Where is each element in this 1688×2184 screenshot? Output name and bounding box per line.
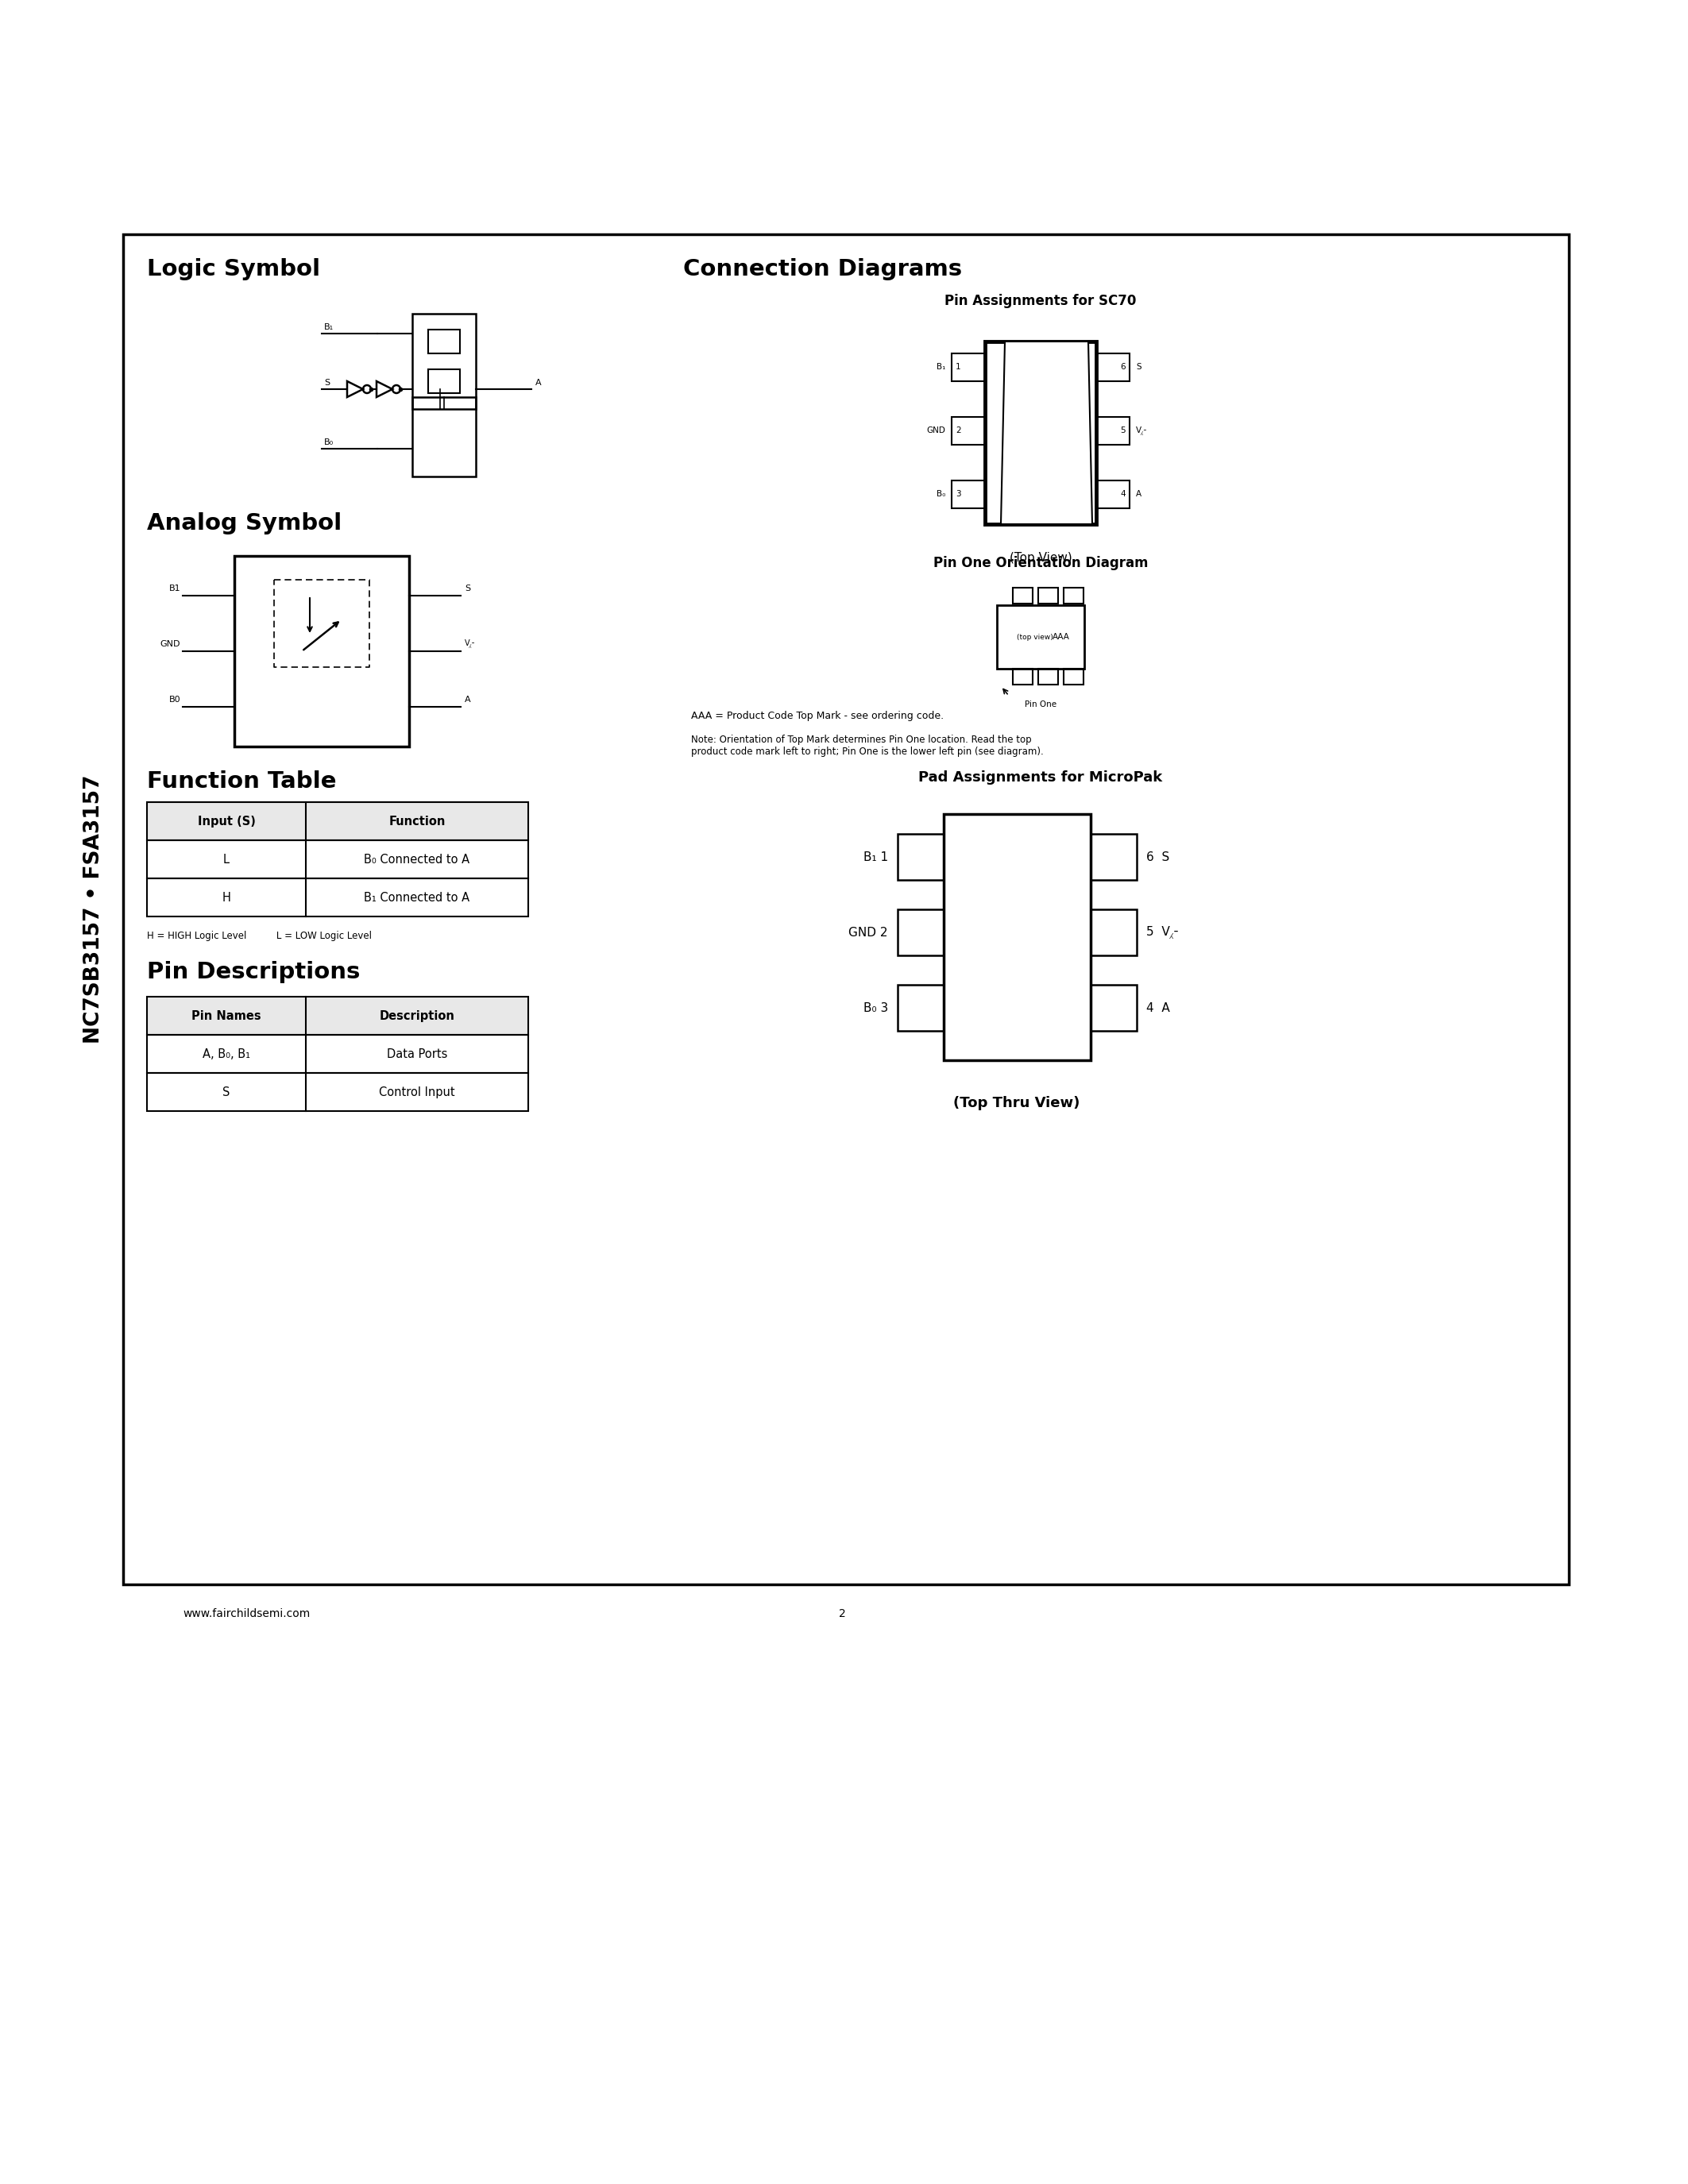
- Text: 5: 5: [1121, 426, 1126, 435]
- Text: 2: 2: [955, 426, 960, 435]
- Text: Description: Description: [380, 1009, 454, 1022]
- Bar: [944, 815, 1090, 1059]
- Text: 4  A: 4 A: [1146, 1002, 1170, 1013]
- Text: Analog Symbol: Analog Symbol: [147, 513, 341, 535]
- Bar: [1096, 417, 1129, 446]
- Bar: [898, 985, 944, 1031]
- Text: (Top View): (Top View): [1009, 553, 1072, 563]
- Bar: [1096, 354, 1129, 382]
- Text: B₀: B₀: [937, 489, 945, 498]
- Text: Connection Diagrams: Connection Diagrams: [684, 258, 962, 280]
- Bar: [898, 909, 944, 954]
- Text: Logic Symbol: Logic Symbol: [147, 258, 321, 280]
- Text: H: H: [223, 891, 231, 904]
- Text: B₀: B₀: [324, 439, 334, 446]
- Text: A: A: [535, 378, 542, 387]
- Bar: [412, 397, 476, 476]
- Text: (Top Thru View): (Top Thru View): [954, 1096, 1080, 1109]
- Bar: [952, 417, 986, 446]
- Bar: [1038, 668, 1058, 684]
- Bar: [429, 369, 459, 393]
- Bar: [986, 341, 1096, 524]
- Text: 2: 2: [839, 1607, 846, 1618]
- Text: Pin Descriptions: Pin Descriptions: [147, 961, 360, 983]
- Text: AAA = Product Code Top Mark - see ordering code.: AAA = Product Code Top Mark - see orderi…: [690, 710, 944, 721]
- Text: A: A: [1136, 489, 1141, 498]
- Text: A: A: [464, 697, 471, 703]
- Text: Pad Assignments for MicroPak: Pad Assignments for MicroPak: [918, 771, 1163, 784]
- Bar: [1063, 668, 1084, 684]
- Text: AAA: AAA: [1053, 633, 1070, 640]
- Text: 4: 4: [1121, 489, 1126, 498]
- Bar: [147, 1035, 528, 1072]
- Text: B₁: B₁: [937, 363, 945, 371]
- Text: S: S: [324, 378, 329, 387]
- Text: Function Table: Function Table: [147, 771, 336, 793]
- Text: H = HIGH Logic Level          L = LOW Logic Level: H = HIGH Logic Level L = LOW Logic Level: [147, 930, 371, 941]
- Text: B₁ Connected to A: B₁ Connected to A: [365, 891, 469, 904]
- Bar: [1063, 587, 1084, 603]
- Text: A, B₀, B₁: A, B₀, B₁: [203, 1048, 250, 1059]
- Text: B₁: B₁: [324, 323, 334, 332]
- Text: V⁁⁃: V⁁⁃: [464, 640, 476, 649]
- Bar: [1038, 587, 1058, 603]
- Text: Function: Function: [388, 815, 446, 828]
- Bar: [147, 996, 528, 1035]
- Bar: [952, 480, 986, 509]
- Text: NC7SB3157 • FSA3157: NC7SB3157 • FSA3157: [83, 775, 105, 1044]
- Text: S: S: [464, 585, 471, 592]
- Bar: [147, 841, 528, 878]
- Text: Input (S): Input (S): [197, 815, 255, 828]
- Bar: [898, 834, 944, 880]
- Bar: [998, 605, 1084, 668]
- Text: B0: B0: [169, 697, 181, 703]
- Bar: [412, 314, 476, 408]
- Bar: [1090, 834, 1136, 880]
- Polygon shape: [1001, 341, 1092, 524]
- Text: GND 2: GND 2: [849, 926, 888, 939]
- Bar: [235, 557, 408, 747]
- Text: Note: Orientation of Top Mark determines Pin One location. Read the top
product : Note: Orientation of Top Mark determines…: [690, 734, 1043, 758]
- Text: www.fairchildsemi.com: www.fairchildsemi.com: [182, 1607, 311, 1618]
- Text: Pin One: Pin One: [1025, 701, 1057, 708]
- Bar: [1013, 668, 1033, 684]
- Text: L: L: [223, 854, 230, 865]
- Text: 6: 6: [1121, 363, 1126, 371]
- Text: V⁁⁃: V⁁⁃: [1136, 426, 1148, 435]
- Bar: [147, 802, 528, 841]
- Text: B₁ 1: B₁ 1: [863, 852, 888, 863]
- Text: B₀ Connected to A: B₀ Connected to A: [365, 854, 469, 865]
- Text: GND: GND: [160, 640, 181, 649]
- Bar: [1090, 909, 1136, 954]
- Text: B1: B1: [169, 585, 181, 592]
- Text: 3: 3: [955, 489, 960, 498]
- Text: 6  S: 6 S: [1146, 852, 1170, 863]
- Text: S: S: [1136, 363, 1141, 371]
- Bar: [123, 234, 1568, 1583]
- Bar: [147, 878, 528, 917]
- Bar: [147, 1072, 528, 1112]
- Bar: [952, 354, 986, 382]
- Bar: [1096, 480, 1129, 509]
- Text: Pin Names: Pin Names: [192, 1009, 262, 1022]
- Bar: [1090, 985, 1136, 1031]
- Text: 5  V⁁⁃: 5 V⁁⁃: [1146, 926, 1178, 939]
- Text: Pin One Orientation Diagram: Pin One Orientation Diagram: [933, 557, 1148, 570]
- Text: GND: GND: [927, 426, 945, 435]
- Text: 1: 1: [955, 363, 960, 371]
- Bar: [1013, 587, 1033, 603]
- Text: B₀ 3: B₀ 3: [863, 1002, 888, 1013]
- Text: S: S: [223, 1085, 230, 1099]
- Text: Data Ports: Data Ports: [387, 1048, 447, 1059]
- Text: Control Input: Control Input: [380, 1085, 456, 1099]
- Bar: [429, 330, 459, 354]
- Text: Pin Assignments for SC70: Pin Assignments for SC70: [945, 295, 1136, 308]
- Text: (top view): (top view): [1016, 633, 1053, 640]
